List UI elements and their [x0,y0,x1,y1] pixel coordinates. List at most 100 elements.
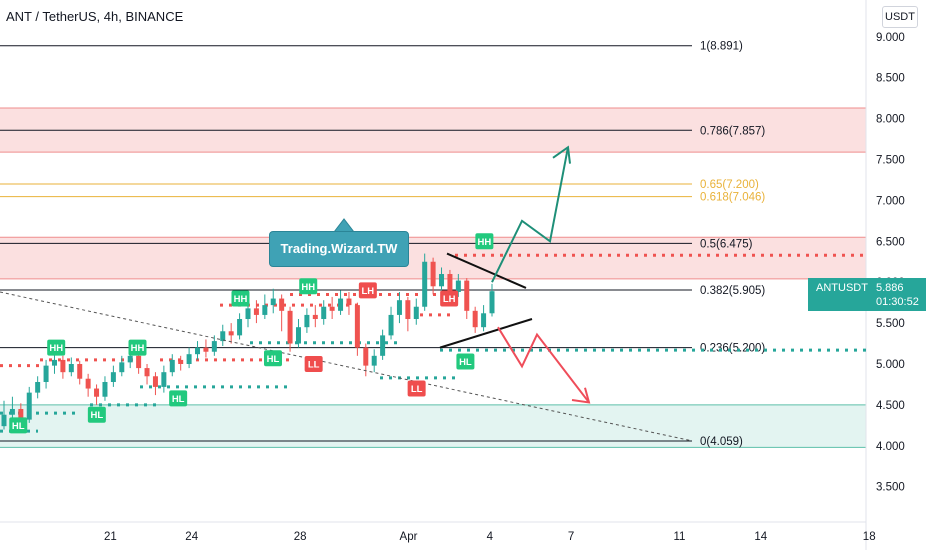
price-axis[interactable]: 3.5004.0004.5005.0005.5006.0006.5007.000… [876,32,905,494]
candle [85,378,91,389]
fib-label: 0(4.059) [700,436,743,448]
candle [18,408,24,420]
candle [304,314,310,328]
price-tick-label: 5.500 [876,318,905,330]
candle [237,319,243,336]
candle [295,327,301,344]
structure-badge-label: LH [443,294,456,305]
time-tick-label: 4 [487,531,494,543]
candle [253,308,259,315]
candle [329,306,335,311]
structure-badge [128,339,147,356]
structure-badge-label: HL [91,410,104,421]
price-tick-label: 8.000 [876,114,905,126]
candle [346,298,352,306]
candle [152,376,158,387]
currency-button[interactable]: USDT [882,6,918,28]
structure-badge [87,406,106,423]
structure-badge [169,390,188,407]
fib-label: 1(8.891) [700,41,743,53]
bullish-path [491,147,569,283]
candle [178,359,184,364]
candle [77,364,83,379]
drawings [0,145,693,442]
structure-badge-label: HH [131,343,145,354]
structure-badge-label: HH [234,294,248,305]
time-tick-label: 24 [185,531,198,543]
fib-levels: 1(8.891) 0.786(7.857) 0.65(7.200)0.618(7.0… [0,41,765,448]
candle [161,372,167,387]
candle [186,354,192,364]
candle [35,381,41,393]
author-callout: Trading.Wizard.TW [269,231,409,267]
fib-label: 0.786(7.857) [700,125,765,137]
time-tick-label: 28 [294,531,307,543]
fib-label: 0.382(5.905) [700,285,765,297]
structure-badge-label: HL [172,394,185,405]
candle [405,300,411,320]
structure-badge-label: LL [411,384,423,395]
candle [169,359,175,373]
demand-zone [0,404,866,448]
price-tag-countdown: 01:30:52 [876,296,919,308]
structure-labels: HL HH HL HH HL HH HL HH LL LH LL LH HL HH [9,233,494,434]
price-tick-label: 8.500 [876,73,905,85]
candle [203,347,209,352]
candle [119,362,125,373]
candle [211,341,217,352]
candle [455,280,461,293]
time-tick-label: Apr [400,531,418,543]
grid-layer [0,0,867,550]
candle [68,364,74,373]
candle [136,355,142,369]
candle [127,355,133,363]
candle [464,280,470,311]
structure-badge-label: HL [459,357,472,368]
candle [447,274,453,293]
candle [1,414,7,427]
time-tick-label: 14 [754,531,767,543]
candle [94,388,100,397]
candle [380,335,386,356]
candle [26,392,32,420]
last-price-tag: ANTUSDT 5.886 01:30:52 [808,278,926,311]
candle [262,305,268,315]
structure-badge [475,233,494,250]
candle [102,381,108,397]
fib-label: 0.236(5.200) [700,343,765,355]
candle [396,300,402,315]
structure-badge [299,278,318,295]
time-tick-label: 18 [863,531,876,543]
candle [422,261,428,307]
price-tick-label: 3.500 [876,482,905,494]
candle [60,359,66,373]
candle [321,306,327,320]
structure-badge [264,350,282,367]
price-tick-label: 7.000 [876,195,905,207]
candle [228,331,234,336]
price-tick-label: 4.000 [876,441,905,453]
triangle-upper-line [446,252,527,289]
structure-badge-label: HH [301,282,315,293]
price-tick-label: 9.000 [876,32,905,44]
fib-label: 0.618(7.046) [700,192,765,204]
time-axis[interactable]: 21 24 28 Apr 4 7 11 14 18 [104,531,876,543]
structure-badge-label: HL [267,354,280,365]
candle [472,310,478,328]
structure-badge-label: LL [308,360,320,371]
candle [270,298,276,306]
fib-label: 0.65(7.200) [700,179,759,191]
structure-badge [358,282,377,299]
candle [363,347,369,366]
candle [312,314,318,320]
candle [430,261,436,287]
candle [413,306,419,320]
structure-badge-label: HH [49,343,63,354]
candle [220,331,226,342]
candle [439,274,445,287]
bearish-path [497,326,590,404]
candle [245,308,251,320]
candle [489,291,495,314]
price-tag-symbol: ANTUSDT [816,282,868,294]
